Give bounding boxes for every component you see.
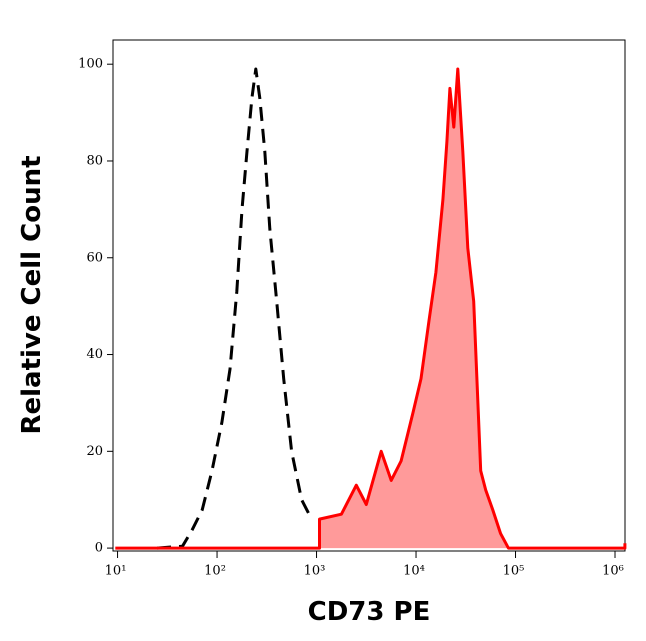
y-tick-label: 80 — [86, 153, 103, 168]
histogram-line — [115, 67, 627, 550]
plot-frame — [112, 39, 626, 552]
y-tick-label: 20 — [86, 444, 103, 459]
y-tick-label: 40 — [86, 347, 103, 362]
y-tick-label: 0 — [95, 541, 103, 556]
histogram-area — [115, 69, 625, 549]
y-axis-title: Relative Cell Count — [17, 155, 47, 434]
x-tick-label: 10⁶ — [602, 564, 624, 579]
x-tick-label: 10¹ — [105, 564, 127, 579]
y-tick-label: 100 — [78, 57, 103, 72]
x-tick-label: 10² — [204, 564, 226, 579]
histogram-line — [156, 67, 313, 550]
x-tick-label: 10⁴ — [403, 564, 425, 579]
x-tick-label: 10³ — [304, 564, 326, 579]
y-tick-label: 60 — [86, 250, 103, 265]
x-axis-title: CD73 PE — [308, 597, 431, 627]
x-tick-label: 10⁵ — [503, 564, 525, 579]
